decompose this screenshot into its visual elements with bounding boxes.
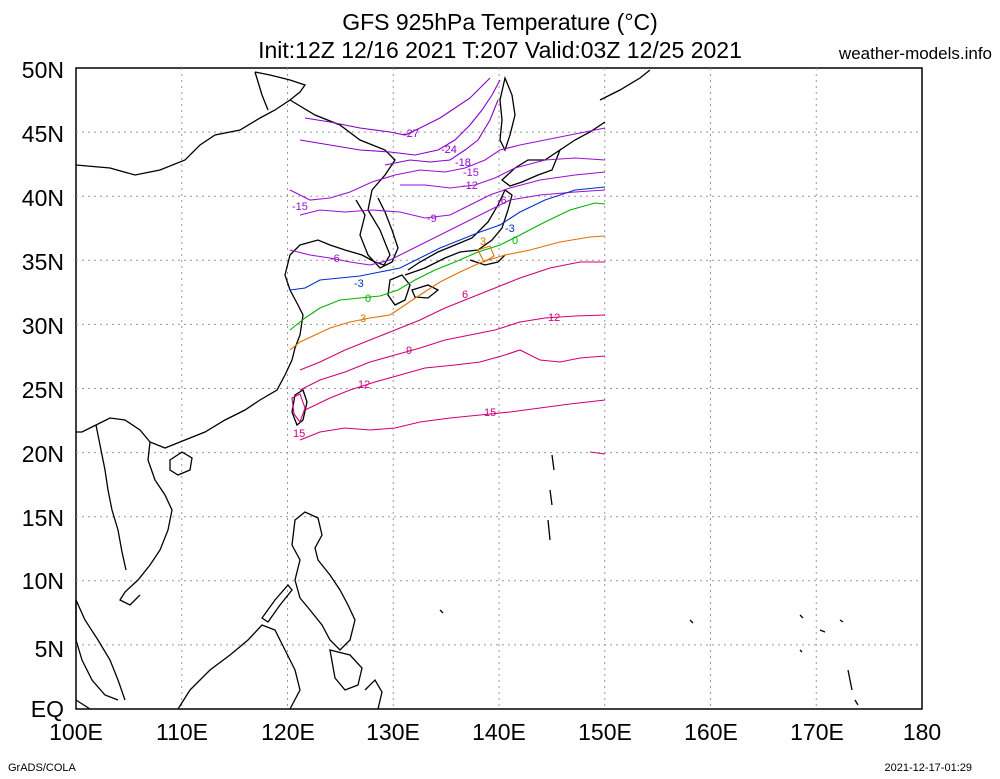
hainan-island xyxy=(169,451,193,476)
contour-label-15: 15 xyxy=(293,428,305,440)
contour-minus12 xyxy=(400,157,606,189)
mindanao-island xyxy=(329,649,363,691)
kyushu-island xyxy=(387,274,411,306)
contour-9 xyxy=(299,314,606,391)
lon-tick-110e: 110E xyxy=(156,719,208,745)
contour-minus18 xyxy=(384,99,499,166)
contour-6 xyxy=(299,261,605,371)
lon-tick-140e: 140E xyxy=(472,719,526,745)
lon-tick-170e: 170E xyxy=(790,719,844,745)
contour-label-minus6: -6 xyxy=(330,253,340,265)
contour-label-minus18: -18 xyxy=(455,157,471,169)
lon-tick-180: 180 xyxy=(903,719,941,745)
sumatra-coast xyxy=(75,699,91,710)
contour-minus6 xyxy=(289,189,606,266)
contour-label-0-east: 0 xyxy=(512,235,518,247)
map-title: GFS 925hPa Temperature (°C) xyxy=(342,9,658,35)
contour-label-12-east: 12 xyxy=(548,312,560,324)
lat-tick-eq: EQ xyxy=(31,696,64,722)
borneo-island xyxy=(177,624,301,710)
grid-lines xyxy=(76,68,922,709)
contour-label-minus12: -12 xyxy=(462,180,478,192)
site-credit: weather-models.info xyxy=(838,44,992,63)
map-subtitle: Init:12Z 12/16 2021 T:207 Valid:03Z 12/2… xyxy=(258,37,742,63)
indochina-coastline xyxy=(75,424,173,701)
contour-15 xyxy=(299,399,606,441)
lat-tick-10n: 10N xyxy=(22,568,64,594)
contour-minus24 xyxy=(299,79,501,156)
philippines-islands xyxy=(291,511,356,651)
lon-tick-120e: 120E xyxy=(261,719,315,745)
lat-tick-45n: 45N xyxy=(22,121,64,147)
lon-tick-100e: 100E xyxy=(49,719,103,745)
longitude-labels: 100E 110E 120E 130E 140E 150E 160E 170E … xyxy=(49,719,941,745)
pacific-islets xyxy=(439,609,859,706)
contour-12 xyxy=(304,349,606,411)
lat-tick-15n: 15N xyxy=(22,505,64,531)
lat-tick-35n: 35N xyxy=(22,249,64,275)
latitude-labels: EQ 5N 10N 15N 20N 25N 30N 35N 40N 45N 50… xyxy=(22,57,64,722)
software-credit: GrADS/COLA xyxy=(8,762,76,774)
mariana-islands xyxy=(547,454,555,541)
contour-label-15-east: 15 xyxy=(484,407,496,419)
contour-label-minus9: -9 xyxy=(427,213,437,225)
shikoku-island xyxy=(411,284,440,299)
lat-tick-25n: 25N xyxy=(22,377,64,403)
contour-15-south xyxy=(589,451,606,455)
contour-3 xyxy=(289,235,606,351)
contour-label-3: 3 xyxy=(360,313,366,325)
lat-tick-40n: 40N xyxy=(22,185,64,211)
contour-label-minus15: -15 xyxy=(463,167,479,179)
lat-tick-30n: 30N xyxy=(22,313,64,339)
contour-label-minus6-east: -6 xyxy=(497,195,507,207)
lat-tick-50n: 50N xyxy=(22,57,64,83)
lat-tick-5n: 5N xyxy=(35,636,64,662)
palawan-island xyxy=(261,583,293,623)
contour-minus27 xyxy=(304,77,491,136)
contour-taiwan-loop xyxy=(291,393,306,424)
contour-labels: -27 -24 -18 -15 -15 -12 -9 -6 -6 -3 -3 0… xyxy=(292,128,560,440)
honshu-island xyxy=(404,189,513,276)
contour-label-6: 6 xyxy=(462,289,468,301)
contour-minus3 xyxy=(289,186,606,291)
contour-label-3-east: 3 xyxy=(480,236,486,248)
contour-label-minus24: -24 xyxy=(441,144,457,156)
contour-label-12: 12 xyxy=(358,379,370,391)
contour-label-minus3: -3 xyxy=(354,278,364,290)
korea-coastline xyxy=(355,197,399,269)
lon-tick-130e: 130E xyxy=(366,719,420,745)
contour-label-minus15-west: -15 xyxy=(292,201,308,213)
sulawesi-island xyxy=(364,678,383,710)
contour-label-minus27: -27 xyxy=(403,128,419,140)
contour-0 xyxy=(289,202,606,331)
temperature-contours xyxy=(289,77,606,455)
lon-tick-150e: 150E xyxy=(578,719,632,745)
lat-tick-20n: 20N xyxy=(22,441,64,467)
sakhalin-island xyxy=(499,75,516,152)
malay-peninsula xyxy=(75,600,119,701)
lon-tick-160e: 160E xyxy=(684,719,738,745)
contour-minus9 xyxy=(299,171,606,219)
generated-timestamp: 2021-12-17-01:29 xyxy=(884,762,972,774)
contour-japan-loop xyxy=(477,245,495,263)
contour-label-9: 9 xyxy=(406,345,412,357)
kuril-islands xyxy=(559,69,651,151)
contour-minus15 xyxy=(289,127,606,201)
hokkaido-island xyxy=(500,148,562,187)
contour-label-minus3-east: -3 xyxy=(505,223,515,235)
contour-label-0: 0 xyxy=(365,293,371,305)
taiwan-island xyxy=(291,389,308,427)
